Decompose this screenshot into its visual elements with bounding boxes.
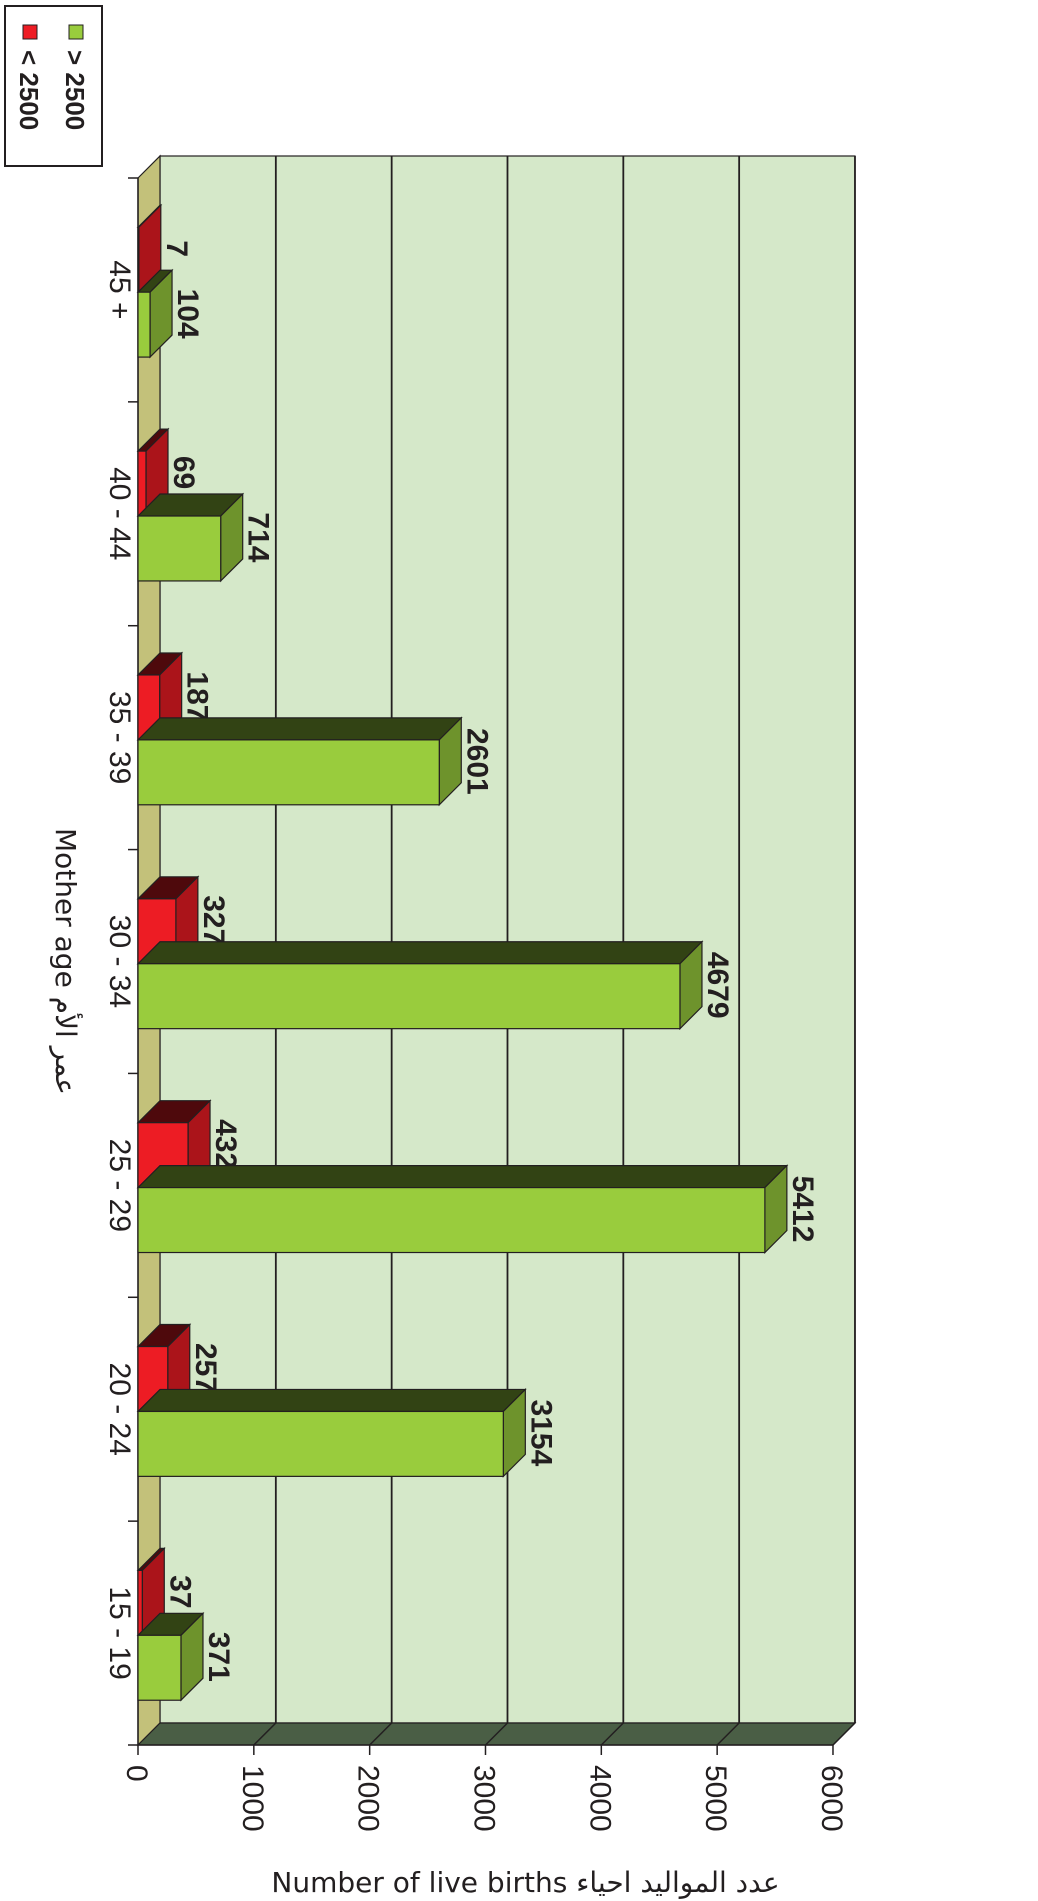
data-label: 7	[160, 240, 193, 257]
floor-gridline	[600, 1722, 624, 1746]
bar-gt2500	[136, 1611, 205, 1702]
x-tick-label: 2000	[352, 1765, 385, 1832]
y-axis-title: Mother age عمر الأم	[49, 828, 84, 1095]
bar-top-face	[136, 1388, 527, 1413]
category-label: 45 +	[103, 260, 136, 319]
category-label: 30 - 34	[103, 915, 136, 1008]
data-label: 714	[242, 512, 275, 562]
bar-top-face	[136, 717, 463, 741]
data-label: 69	[167, 456, 200, 489]
bar-front-face	[137, 1569, 143, 1636]
bar-front-face	[137, 963, 681, 1030]
x-tick-label: 4000	[583, 1765, 616, 1832]
floor-gridline	[484, 1722, 509, 1746]
bar-gt2500	[136, 716, 463, 807]
category-label: 35 - 39	[103, 691, 136, 784]
data-label: 5412	[786, 1176, 819, 1243]
bar-front-face	[137, 226, 140, 293]
floor-gridline	[369, 1722, 393, 1746]
legend-label: > 2500	[60, 50, 90, 130]
bar-gt2500	[136, 268, 174, 359]
bar-gt2500	[136, 492, 245, 583]
bar-front-face	[137, 291, 151, 358]
bar-top-face	[136, 1164, 789, 1189]
category-label: 25 - 29	[103, 1139, 136, 1232]
legend-swatch	[22, 24, 38, 40]
data-label: 327	[197, 895, 230, 945]
bar-gt2500	[136, 940, 704, 1031]
bar-gt2500	[136, 1164, 789, 1254]
bar-front-face	[137, 515, 222, 582]
data-label: 371	[202, 1632, 235, 1682]
x-tick-label: 5000	[699, 1765, 732, 1832]
data-label: 432	[209, 1119, 242, 1169]
legend-box	[4, 5, 103, 167]
category-label: 15 - 19	[103, 1586, 136, 1679]
data-label: 37	[163, 1575, 196, 1608]
category-label: 20 - 24	[103, 1363, 136, 1456]
bar-top-face	[136, 941, 704, 965]
legend-swatch	[68, 24, 84, 40]
bar-front-face	[137, 739, 440, 806]
bar-front-face	[137, 1634, 182, 1701]
x-tick-label: 3000	[467, 1765, 500, 1832]
data-label: 187	[181, 671, 214, 721]
bar-gt2500	[136, 1388, 527, 1478]
data-label: 257	[189, 1343, 222, 1393]
x-tick-label: 1000	[236, 1765, 269, 1832]
bar-front-face	[137, 450, 147, 517]
data-label: 104	[171, 289, 204, 339]
floor-gridline	[832, 1722, 856, 1746]
x-tick-label: 6000	[815, 1765, 848, 1832]
legend-label: < 2500	[14, 50, 44, 130]
category-label: 40 - 44	[103, 467, 136, 560]
bar-front-face	[137, 1186, 766, 1254]
data-label: 4679	[701, 952, 734, 1019]
data-label: 3154	[524, 1400, 557, 1467]
bar-front-face	[137, 1410, 504, 1477]
x-tick-label: 0	[120, 1765, 153, 1782]
floor-gridline	[716, 1722, 740, 1746]
data-label: 2601	[460, 728, 493, 795]
floor-gridline	[253, 1722, 277, 1746]
x-axis-title: Number of live births عدد المواليد احياء	[271, 1866, 779, 1899]
